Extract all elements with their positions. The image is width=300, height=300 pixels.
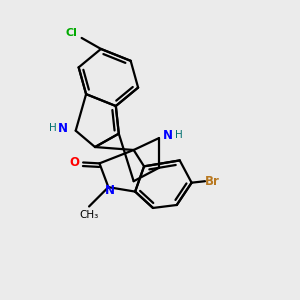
Text: H: H xyxy=(175,130,182,140)
Text: N: N xyxy=(163,129,173,142)
Text: N: N xyxy=(105,184,115,196)
Text: N: N xyxy=(58,122,68,135)
Text: Cl: Cl xyxy=(65,28,77,38)
Text: CH₃: CH₃ xyxy=(80,210,99,220)
Text: H: H xyxy=(49,123,57,133)
Text: O: O xyxy=(69,156,79,169)
Text: Br: Br xyxy=(205,175,220,188)
